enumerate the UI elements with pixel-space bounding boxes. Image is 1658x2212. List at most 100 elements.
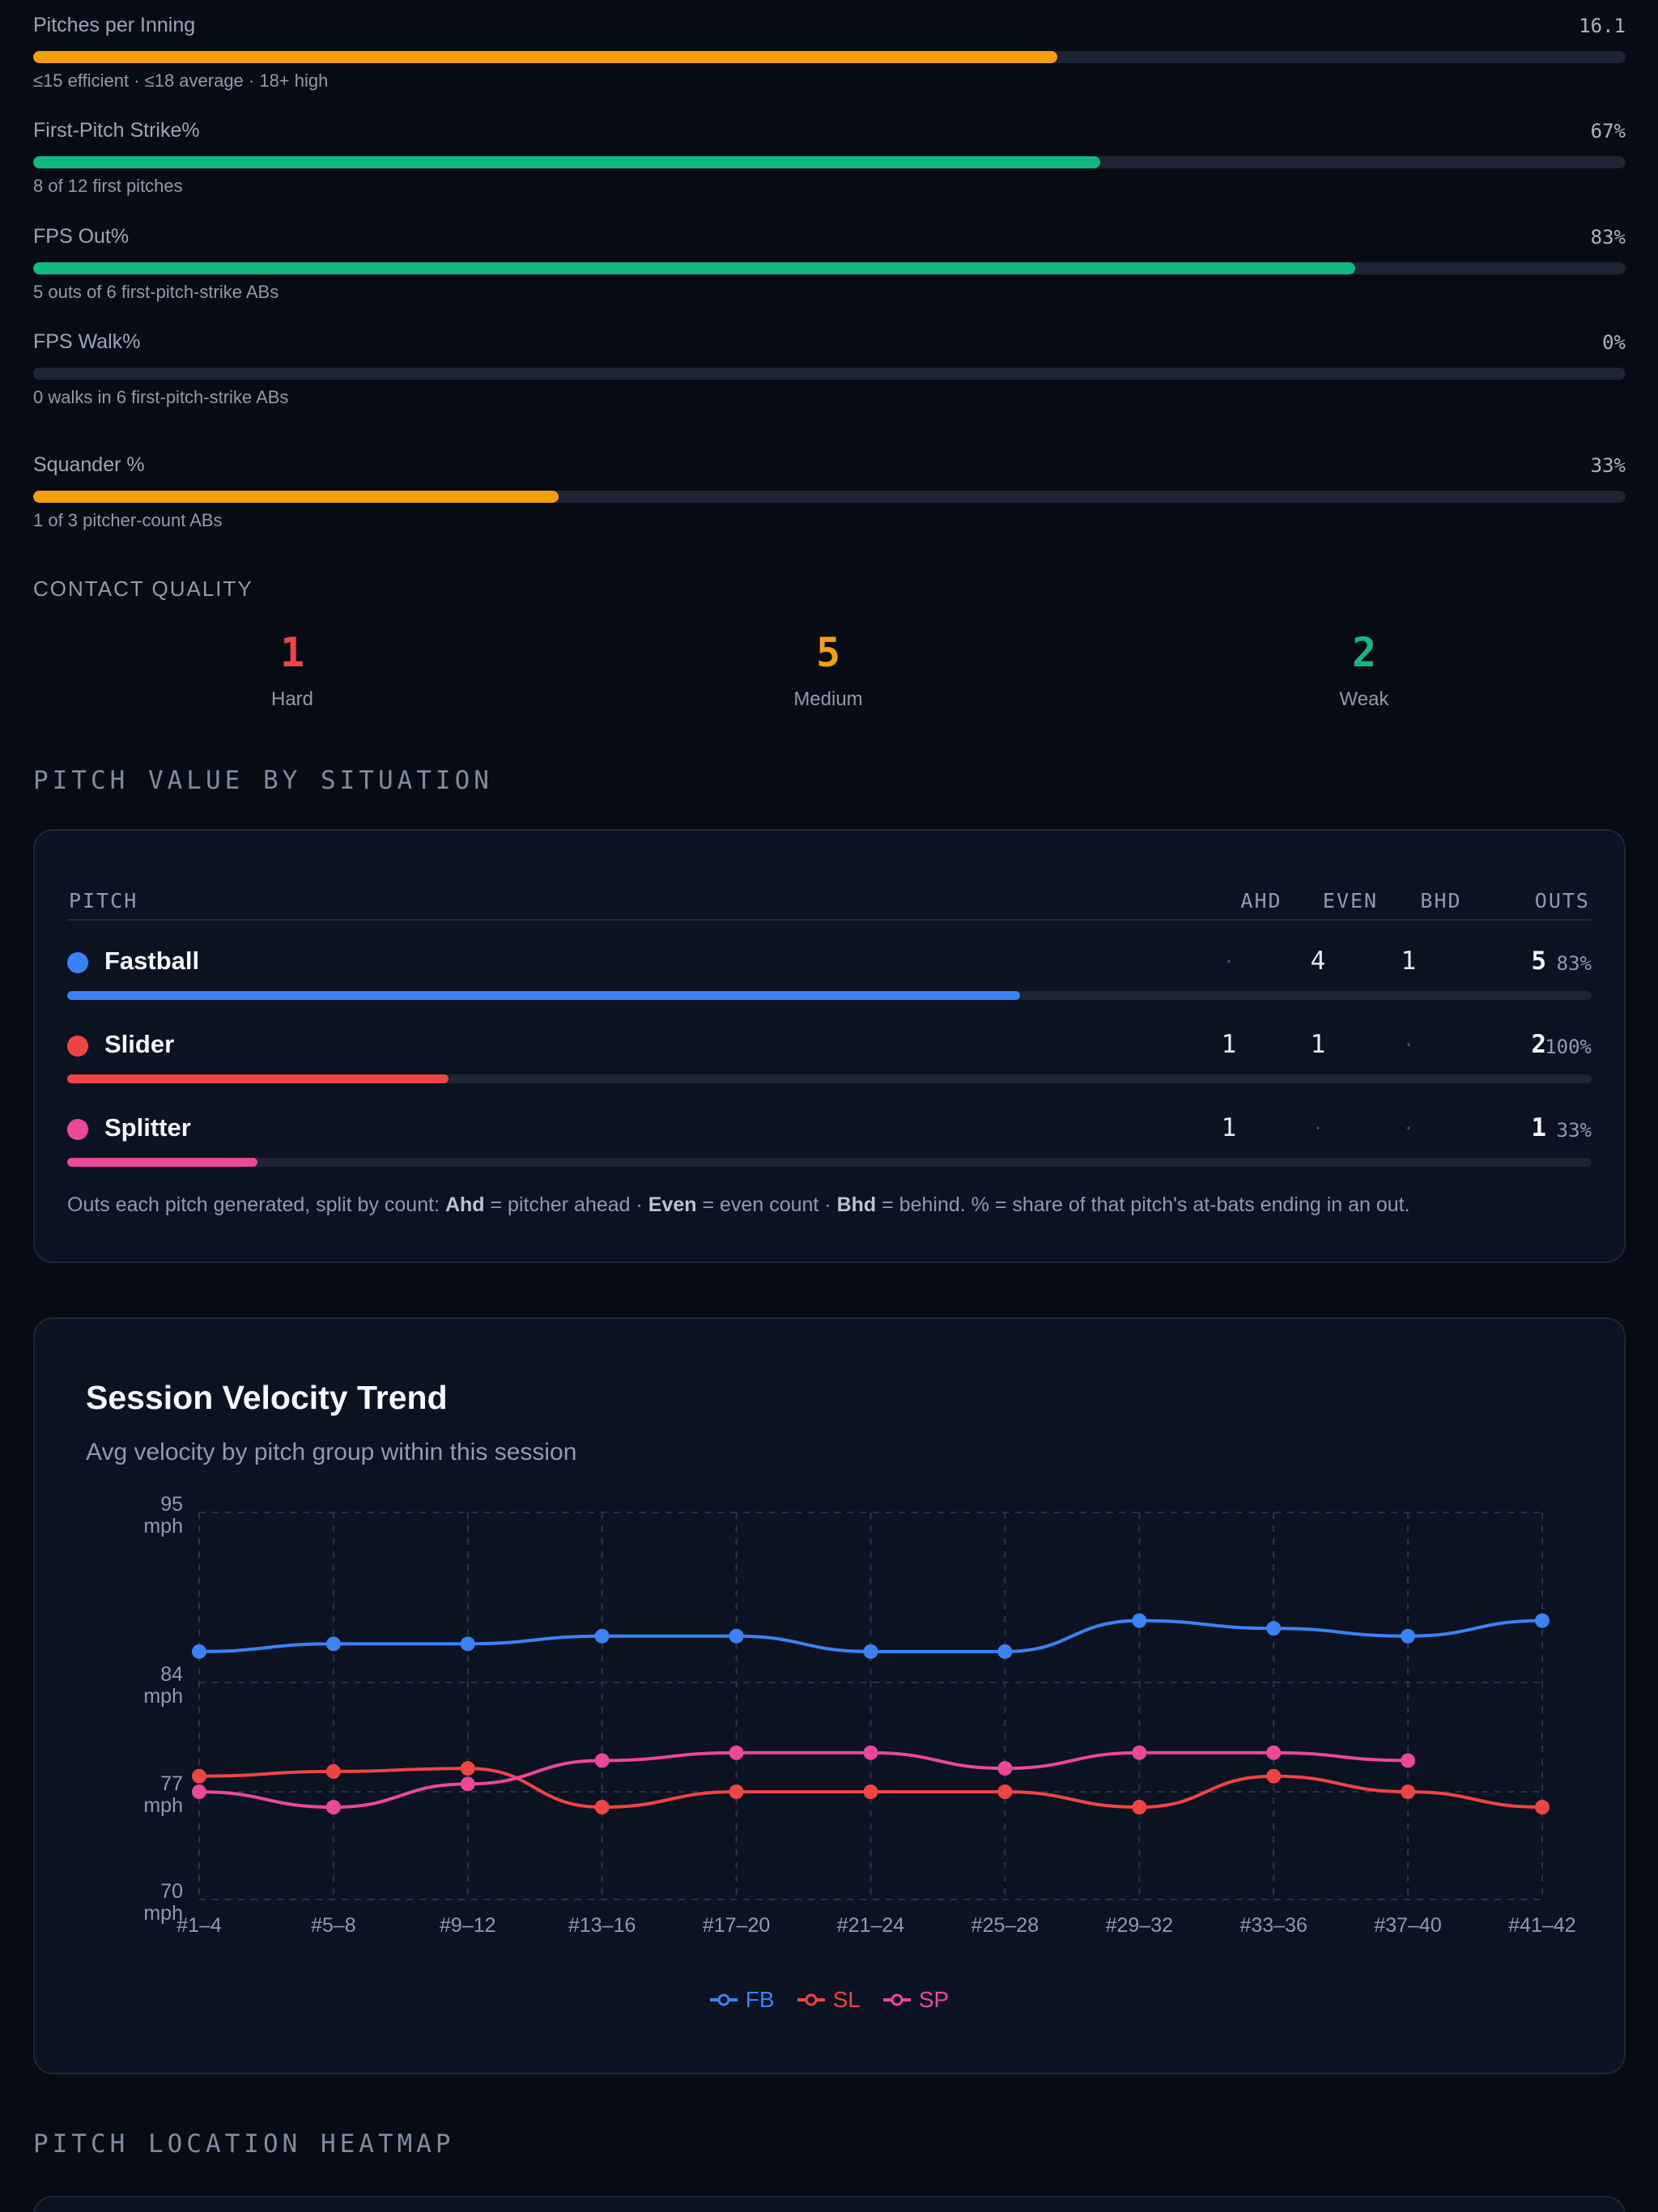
velocity-chart-card: Session Velocity Trend Avg velocity by p… (33, 1317, 1626, 2074)
x-tick-label: #33–36 (1239, 1914, 1307, 1937)
metric-bar (33, 156, 1626, 168)
legend-item-sl[interactable]: SL (797, 1987, 861, 2013)
metric-bar-fill (33, 491, 559, 503)
metric-bar-fill (33, 262, 1355, 274)
data-point-sl (1266, 1768, 1282, 1784)
header-divider (67, 919, 1592, 921)
pitch-share-bar (67, 1074, 1592, 1083)
pitch-bhd: 1 (1401, 946, 1417, 976)
pitch-bhd: · (1403, 1119, 1414, 1139)
data-point-sl (192, 1768, 206, 1784)
pitch-value-note: Outs each pitch generated, split by coun… (67, 1193, 1410, 1216)
data-point-sp (460, 1776, 475, 1792)
pitch-name: Fastball (104, 946, 200, 975)
data-point-sl (997, 1784, 1013, 1799)
data-point-sp (1266, 1745, 1282, 1760)
data-point-sl (1535, 1800, 1550, 1814)
data-point-sl (1132, 1800, 1147, 1814)
pitch-ahd: · (1223, 952, 1235, 972)
metric-bar (33, 368, 1626, 380)
metric-value: 16.1 (1579, 15, 1626, 37)
x-tick-label: #9–12 (440, 1914, 496, 1937)
x-tick-label: #21–24 (837, 1914, 905, 1937)
data-point-sl (863, 1784, 878, 1799)
pitch-share-bar (67, 991, 1592, 1000)
data-point-sl (460, 1761, 475, 1776)
pitch-row-splitter: Splitter 1 · · 1 33% (67, 1111, 1592, 1184)
legend-marker-icon (797, 1993, 825, 2006)
metric-caption: 5 outs of 6 first-pitch-strike ABs (33, 282, 279, 302)
data-point-sp (863, 1745, 878, 1760)
y-tick-unit: mph (143, 1902, 183, 1925)
x-tick-label: #37–40 (1374, 1914, 1441, 1937)
metric-caption: 0 walks in 6 first-pitch-strike ABs (33, 387, 289, 407)
x-tick-label: #1–4 (176, 1914, 222, 1937)
pitch-outs: 2 (1531, 1030, 1546, 1059)
pitch-name: Splitter (104, 1113, 191, 1142)
pitch-share-bar (67, 1158, 1592, 1167)
contact-weak-value: 2 (1351, 629, 1377, 676)
contact-hard-value: 1 (279, 629, 305, 676)
y-tick-label: 77 (160, 1772, 183, 1795)
pitch-share-fill (67, 1074, 449, 1083)
series-line-sp (198, 1750, 1409, 1810)
contact-medium-label: Medium (793, 688, 863, 710)
y-tick-label: 95 (160, 1493, 183, 1516)
pitch-row-slider: Slider 1 1 · 2 100% (67, 1027, 1592, 1100)
data-point-sl (325, 1763, 341, 1779)
metric-caption: ≤15 efficient · ≤18 average · 18+ high (33, 70, 329, 91)
col-header-bhd: BHD (1420, 889, 1462, 912)
chart-legend: FB SL SP (35, 1987, 1624, 2013)
data-point-sl (594, 1800, 610, 1814)
data-point-fb (863, 1644, 878, 1659)
legend-marker-icon (709, 1993, 738, 2006)
data-point-fb (192, 1644, 206, 1659)
contact-hard: 1 Hard (130, 628, 454, 711)
metric-caption: 8 of 12 first pitches (33, 176, 183, 196)
pitch-color-dot (67, 952, 88, 973)
metric-bar-fill (33, 156, 1100, 168)
metric-label: Squander % (33, 453, 145, 476)
legend-label: SP (918, 1987, 950, 2012)
pitch-color-dot (67, 1119, 88, 1140)
pitch-ahd: 1 (1221, 1030, 1237, 1059)
col-header-even: EVEN (1322, 889, 1379, 912)
metric-bar (33, 51, 1626, 63)
pitch-outs: 5 (1531, 946, 1546, 976)
data-point-sp (729, 1745, 744, 1760)
col-header-pitch: PITCH (69, 889, 138, 912)
data-point-fb (1132, 1613, 1147, 1628)
data-point-sp (594, 1753, 610, 1768)
heatmap-card (33, 2196, 1626, 2212)
chart-title: Session Velocity Trend (86, 1379, 448, 1416)
x-tick-label: #41–42 (1508, 1914, 1575, 1937)
data-point-fb (325, 1636, 341, 1652)
legend-marker-icon (882, 1993, 911, 2006)
col-header-outs: OUTS (1534, 889, 1590, 912)
legend-item-fb[interactable]: FB (709, 1987, 775, 2013)
y-tick-unit: mph (143, 1685, 183, 1708)
x-tick-label: #25–28 (971, 1914, 1039, 1937)
pitch-share-fill (67, 991, 1020, 1000)
pitch-name: Slider (104, 1030, 175, 1058)
y-tick-label: 70 (160, 1880, 183, 1903)
pitch-even: 1 (1310, 1030, 1326, 1059)
legend-label: FB (745, 1987, 775, 2012)
pitch-ahd: 1 (1221, 1113, 1237, 1142)
pitch-outs: 1 (1531, 1113, 1546, 1142)
metric-label: First-Pitch Strike% (33, 119, 200, 142)
data-point-fb (729, 1628, 744, 1644)
data-point-sp (1132, 1745, 1147, 1760)
data-point-fb (1266, 1621, 1282, 1636)
chart-subtitle: Avg velocity by pitch group within this … (86, 1439, 577, 1465)
contact-hard-label: Hard (270, 688, 314, 710)
legend-item-sp[interactable]: SP (882, 1987, 950, 2013)
x-tick-label: #13–16 (568, 1914, 636, 1937)
data-point-sp (997, 1761, 1013, 1776)
metric-value: 0% (1602, 331, 1626, 354)
pitch-out-pct: 100% (1545, 1036, 1592, 1058)
data-point-sl (729, 1784, 744, 1799)
contact-quality-heading: CONTACT QUALITY (33, 576, 253, 601)
pitch-bhd: · (1403, 1036, 1414, 1056)
y-tick-unit: mph (143, 1794, 183, 1817)
